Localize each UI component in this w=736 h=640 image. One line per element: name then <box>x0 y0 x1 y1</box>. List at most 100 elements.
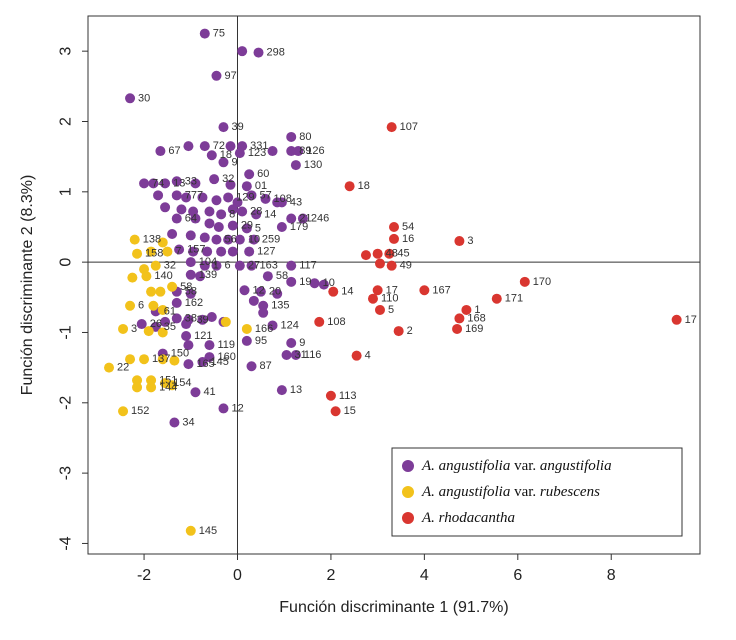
point-series-0 <box>206 150 217 161</box>
y-tick-label: -2 <box>58 396 75 410</box>
point-label: 39 <box>231 121 243 133</box>
point-series-0 <box>267 320 278 331</box>
y-tick-label: -1 <box>58 325 75 339</box>
y-tick-label: 3 <box>58 47 75 56</box>
point-series-0 <box>246 361 257 372</box>
point-series-0 <box>171 297 182 308</box>
point-series-0 <box>209 174 220 185</box>
point-label: 35 <box>164 321 176 333</box>
point-label: 6 <box>138 300 144 312</box>
point-series-1 <box>146 382 157 393</box>
point-series-2 <box>372 285 383 296</box>
point-series-2 <box>372 248 383 259</box>
point-series-0 <box>153 190 164 201</box>
point-label: 14 <box>264 208 276 220</box>
point-series-0 <box>246 190 257 201</box>
point-label: 27 <box>248 260 260 272</box>
point-series-1 <box>118 323 129 334</box>
point-series-0 <box>199 141 210 152</box>
point-label: 127 <box>257 246 275 258</box>
point-label: 150 <box>171 348 189 360</box>
point-label: 12 <box>231 402 243 414</box>
point-series-2 <box>454 313 465 324</box>
point-series-0 <box>190 178 201 189</box>
x-tick-label: 2 <box>326 567 335 584</box>
point-series-1 <box>143 326 154 337</box>
point-series-0 <box>171 213 182 224</box>
point-label: 3 <box>467 235 473 247</box>
point-series-0 <box>244 169 255 180</box>
point-series-0 <box>174 244 185 255</box>
point-series-0 <box>234 234 245 245</box>
point-series-1 <box>139 354 150 365</box>
point-series-0 <box>211 260 222 271</box>
point-series-1 <box>185 525 196 536</box>
x-tick-label: 0 <box>233 567 242 584</box>
point-label: 140 <box>154 270 172 282</box>
point-series-0 <box>160 178 171 189</box>
point-series-0 <box>276 385 287 396</box>
point-label: 117 <box>299 260 317 272</box>
point-label: 18 <box>358 180 370 192</box>
point-label: 777 <box>185 189 203 201</box>
point-label: 9 <box>299 337 305 349</box>
point-series-0 <box>171 190 182 201</box>
point-series-0 <box>197 314 208 325</box>
point-series-2 <box>325 390 336 401</box>
point-series-0 <box>244 246 255 257</box>
point-series-1 <box>132 375 143 386</box>
point-label: 5 <box>388 304 394 316</box>
point-series-0 <box>211 195 222 206</box>
point-label: 13 <box>173 177 185 189</box>
point-series-0 <box>204 206 215 217</box>
point-series-0 <box>218 157 229 168</box>
point-series-1 <box>157 354 168 365</box>
point-series-1 <box>104 362 115 373</box>
point-label: 19 <box>299 276 311 288</box>
point-series-0 <box>290 160 301 171</box>
point-series-1 <box>167 380 178 391</box>
point-series-2 <box>454 236 465 247</box>
point-series-0 <box>276 221 287 232</box>
point-series-2 <box>314 316 325 327</box>
point-series-0 <box>248 295 259 306</box>
point-series-0 <box>286 213 297 224</box>
y-tick-label: 1 <box>58 187 75 196</box>
point-series-0 <box>234 148 245 159</box>
point-label: 20 <box>269 286 281 298</box>
point-label: 32 <box>222 173 234 185</box>
x-tick-label: -2 <box>137 567 151 584</box>
point-label: 32 <box>164 260 176 272</box>
point-label: 75 <box>213 28 225 40</box>
point-label: 61 <box>164 305 176 317</box>
point-series-0 <box>211 70 222 81</box>
point-label: 126 <box>306 145 324 157</box>
point-series-0 <box>185 269 196 280</box>
point-series-0 <box>286 146 297 157</box>
point-label: 123 <box>248 147 266 159</box>
point-series-0 <box>227 204 238 215</box>
point-label: 158 <box>145 248 163 260</box>
point-label: 4 <box>365 350 371 362</box>
point-series-1 <box>132 248 143 259</box>
point-series-0 <box>171 313 182 324</box>
x-tick-label: 6 <box>513 567 522 584</box>
point-series-2 <box>386 260 397 271</box>
point-label: 15 <box>344 405 356 417</box>
point-label: 22 <box>117 362 129 374</box>
point-series-0 <box>188 246 199 257</box>
point-label: 34 <box>182 416 194 428</box>
point-label: 17 <box>685 314 697 326</box>
point-label: 9 <box>231 156 237 168</box>
plot-frame <box>87 15 701 555</box>
legend-label: A. rhodacantha <box>421 510 515 526</box>
point-series-2 <box>419 285 430 296</box>
point-series-0 <box>267 146 278 157</box>
point-series-1 <box>146 375 157 386</box>
point-series-0 <box>218 403 229 414</box>
point-series-0 <box>204 218 215 229</box>
point-label: 28 <box>250 206 262 218</box>
